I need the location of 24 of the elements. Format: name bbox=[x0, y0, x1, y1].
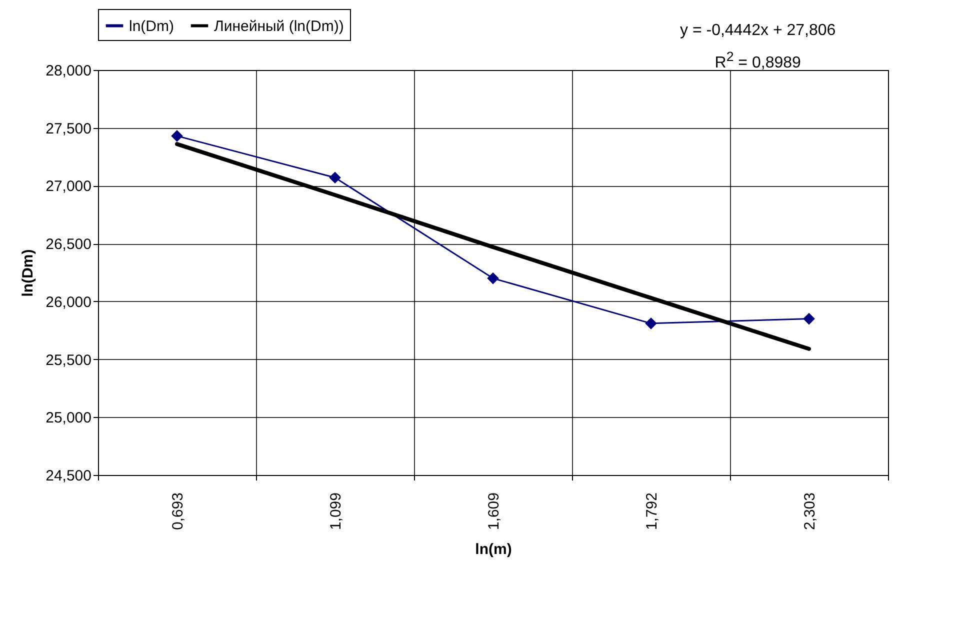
point bbox=[487, 272, 499, 284]
legend-label: ln(Dm) bbox=[129, 18, 174, 35]
point bbox=[329, 172, 341, 184]
y-tick-label: 27,500 bbox=[46, 120, 92, 138]
y-tick-label: 25,500 bbox=[46, 352, 92, 369]
x-tick-label: 0,693 bbox=[170, 492, 186, 530]
x-tick-label: 2,303 bbox=[802, 492, 818, 530]
annotation: R$^{2}$ = 0,8989 bbox=[714, 48, 802, 74]
x-axis-title: ln(m) bbox=[475, 541, 512, 558]
y-tick-label: 26,000 bbox=[46, 294, 92, 311]
x-tick-label: 1,792 bbox=[644, 492, 660, 530]
point bbox=[645, 318, 657, 330]
legend-label: Линейный (ln(Dm)) bbox=[214, 18, 344, 35]
y-tick-label: 26,500 bbox=[46, 236, 92, 254]
y-tick-label: 25,000 bbox=[46, 410, 92, 427]
point bbox=[803, 312, 815, 325]
y-axis-title: ln(Dm) bbox=[20, 249, 37, 297]
y-tick-label: 24,500 bbox=[46, 468, 92, 484]
text: y = -0,4442x + 27,806 bbox=[680, 21, 836, 41]
x-tick-label: 1,609 bbox=[486, 492, 502, 530]
x-tick-label: 1,099 bbox=[328, 492, 344, 530]
y-tick-label: 27,000 bbox=[46, 178, 92, 196]
point bbox=[171, 130, 183, 142]
y-tick-label: 28,000 bbox=[46, 62, 92, 80]
